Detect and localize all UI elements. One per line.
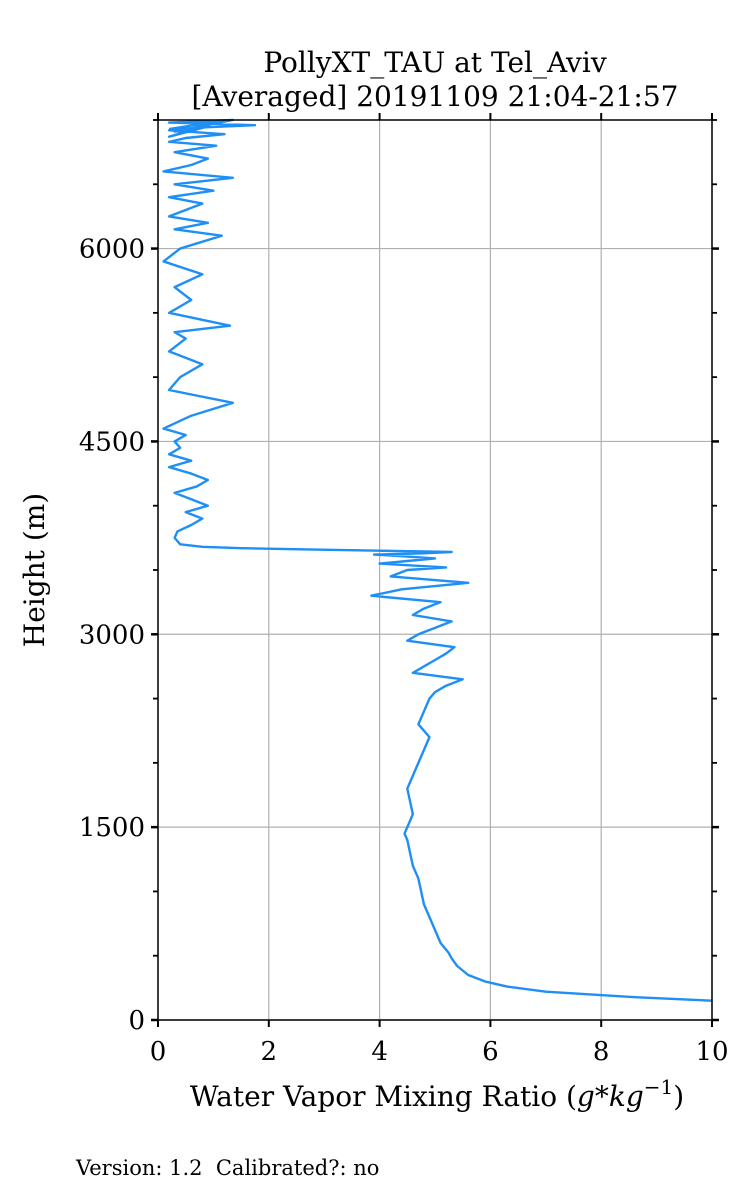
y-tick-label: 4500: [79, 427, 145, 457]
plot-frame: [157, 119, 713, 1021]
x-tick-label: 2: [261, 1037, 278, 1067]
chart-title: PollyXT_TAU at Tel_Aviv: [263, 46, 606, 79]
x-axis-label: Water Vapor Mixing Ratio (g*kg−1): [190, 1075, 684, 1113]
grid-lines: [157, 120, 713, 1021]
chart-subtitle: [Averaged] 20191109 21:04-21:57: [192, 80, 679, 113]
x-tick-label: 0: [150, 1037, 167, 1067]
x-axis-label-close: ): [673, 1080, 684, 1113]
y-tick-label: 1500: [79, 813, 145, 843]
series-line-0: [162, 118, 713, 1002]
y-tick-label: 6000: [79, 235, 145, 265]
x-axis-label-math: g*kg: [577, 1080, 644, 1113]
x-axis-label-exponent: −1: [644, 1075, 673, 1099]
axis-ticks: [151, 113, 719, 1027]
version-footer: Version: 1.2 Calibrated?: no: [76, 1156, 380, 1180]
y-axis-label: Height (m): [18, 493, 51, 647]
x-tick-label: 4: [371, 1037, 388, 1067]
y-tick-label: 0: [128, 1006, 145, 1036]
x-tick-label: 6: [482, 1037, 499, 1067]
y-tick-label: 3000: [79, 620, 145, 650]
x-tick-label: 8: [593, 1037, 610, 1067]
tick-labels: 0 2 4 6 8 10 0 1500 3000 4500 6000: [79, 235, 729, 1067]
series-layer: [162, 118, 713, 1002]
x-tick-label: 10: [695, 1037, 728, 1067]
x-axis-label-text: Water Vapor Mixing Ratio (: [190, 1080, 577, 1113]
